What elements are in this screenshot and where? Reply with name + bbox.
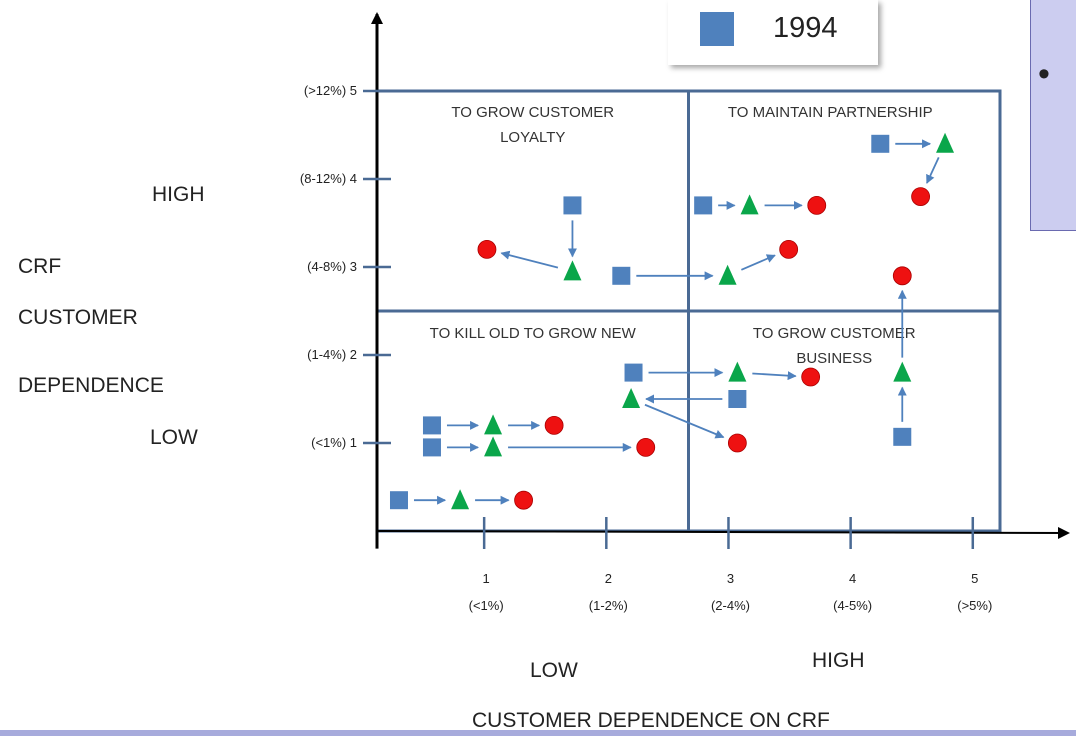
circle-marker: [807, 195, 827, 215]
triangle-marker: [563, 260, 582, 281]
triangle-marker: [740, 194, 759, 215]
arrows: [413, 139, 940, 505]
triangle-marker: [936, 132, 955, 153]
transition-arrow: [926, 157, 940, 184]
square-marker: [694, 196, 713, 215]
square-marker: [422, 438, 441, 457]
x-high-label: HIGH: [812, 649, 865, 672]
x-tick-sublabel: (4-5%): [833, 598, 872, 613]
y-tick-label: (>12%) 5: [304, 83, 357, 98]
square-marker: [422, 416, 441, 435]
y-tick-label: (4-8%) 3: [307, 259, 357, 274]
x-tick-sublabel: (<1%): [469, 598, 504, 613]
transition-arrow: [500, 250, 559, 269]
square-marker: [624, 363, 643, 382]
legend-square-swatch: [700, 12, 734, 46]
x-tick-label: 4: [849, 571, 856, 586]
square-marker: [563, 196, 582, 215]
legend-label: 1994: [773, 12, 838, 44]
y-tick-label: (<1%) 1: [311, 435, 357, 450]
y-low-label: LOW: [150, 426, 198, 449]
y-dependence-label: DEPENDENCE: [18, 374, 164, 397]
x-tick-sublabel: (2-4%): [711, 598, 750, 613]
circle-marker: [636, 437, 656, 457]
note-box: •: [1030, 0, 1076, 231]
y-tick-label: (8-12%) 4: [300, 171, 357, 186]
quadrant-label-top-left: TO GROW CUSTOMER: [451, 104, 614, 121]
quadrant-label-bottom-left: TO KILL OLD TO GROW NEW: [430, 325, 637, 342]
bullet-point: •: [1038, 55, 1050, 93]
x-tick-label: 2: [605, 571, 612, 586]
y-high-label: HIGH: [152, 183, 205, 206]
square-marker: [893, 427, 912, 446]
data-markers: [389, 132, 955, 510]
transition-arrow: [752, 371, 797, 381]
square-marker: [728, 390, 747, 408]
x-axis-title: CUSTOMER DEPENDENCE ON CRF: [472, 709, 830, 732]
transition-arrow: [644, 403, 725, 439]
x-axis-line: [376, 526, 1070, 539]
bottom-band: [0, 730, 1076, 736]
triangle-marker: [484, 414, 503, 435]
circle-marker: [544, 415, 564, 435]
quadrant-labels: TO GROW CUSTOMER LOYALTY TO MAINTAIN PARTN…: [430, 104, 933, 367]
y-crf-label: CRF: [18, 255, 61, 278]
quadrant-label-bottom-right: BUSINESS: [796, 350, 872, 367]
circle-marker: [727, 433, 747, 453]
quadrant-label-top-left: LOYALTY: [500, 129, 565, 146]
quadrant-label-bottom-right: TO GROW CUSTOMER: [753, 325, 916, 342]
square-marker: [612, 266, 631, 285]
triangle-marker: [484, 436, 503, 457]
circle-marker: [477, 239, 497, 259]
axes: (<1%) 1 (1-4%) 2 (4-8%) 3 (8-12%) 4 (>12%) 5…: [300, 12, 1070, 613]
y-tick-label: (1-4%) 2: [307, 347, 357, 362]
x-low-label: LOW: [530, 659, 578, 682]
triangle-marker: [893, 361, 912, 382]
x-tick-sublabel: (>5%): [957, 598, 992, 613]
transition-arrow: [741, 254, 776, 271]
x-tick-sublabel: (1-2%): [589, 598, 628, 613]
x-tick-label: 5: [971, 571, 978, 586]
triangle-marker: [622, 388, 641, 408]
circle-marker: [779, 239, 799, 259]
circle-marker: [514, 490, 533, 510]
x-tick-label: 3: [727, 571, 734, 586]
circle-marker: [801, 367, 821, 387]
circle-marker: [911, 187, 930, 207]
triangle-marker: [718, 264, 737, 285]
square-marker: [389, 491, 408, 510]
square-marker: [871, 134, 890, 153]
quadrant-label-top-right: TO MAINTAIN PARTNERSHIP: [728, 104, 933, 121]
triangle-marker: [728, 361, 747, 382]
circle-marker: [892, 266, 912, 286]
x-tick-label: 1: [483, 571, 490, 586]
legend: 1994: [668, 0, 878, 65]
y-customer-label: CUSTOMER: [18, 306, 138, 329]
triangle-marker: [451, 489, 470, 510]
quadrant-frame: [375, 89, 1002, 533]
